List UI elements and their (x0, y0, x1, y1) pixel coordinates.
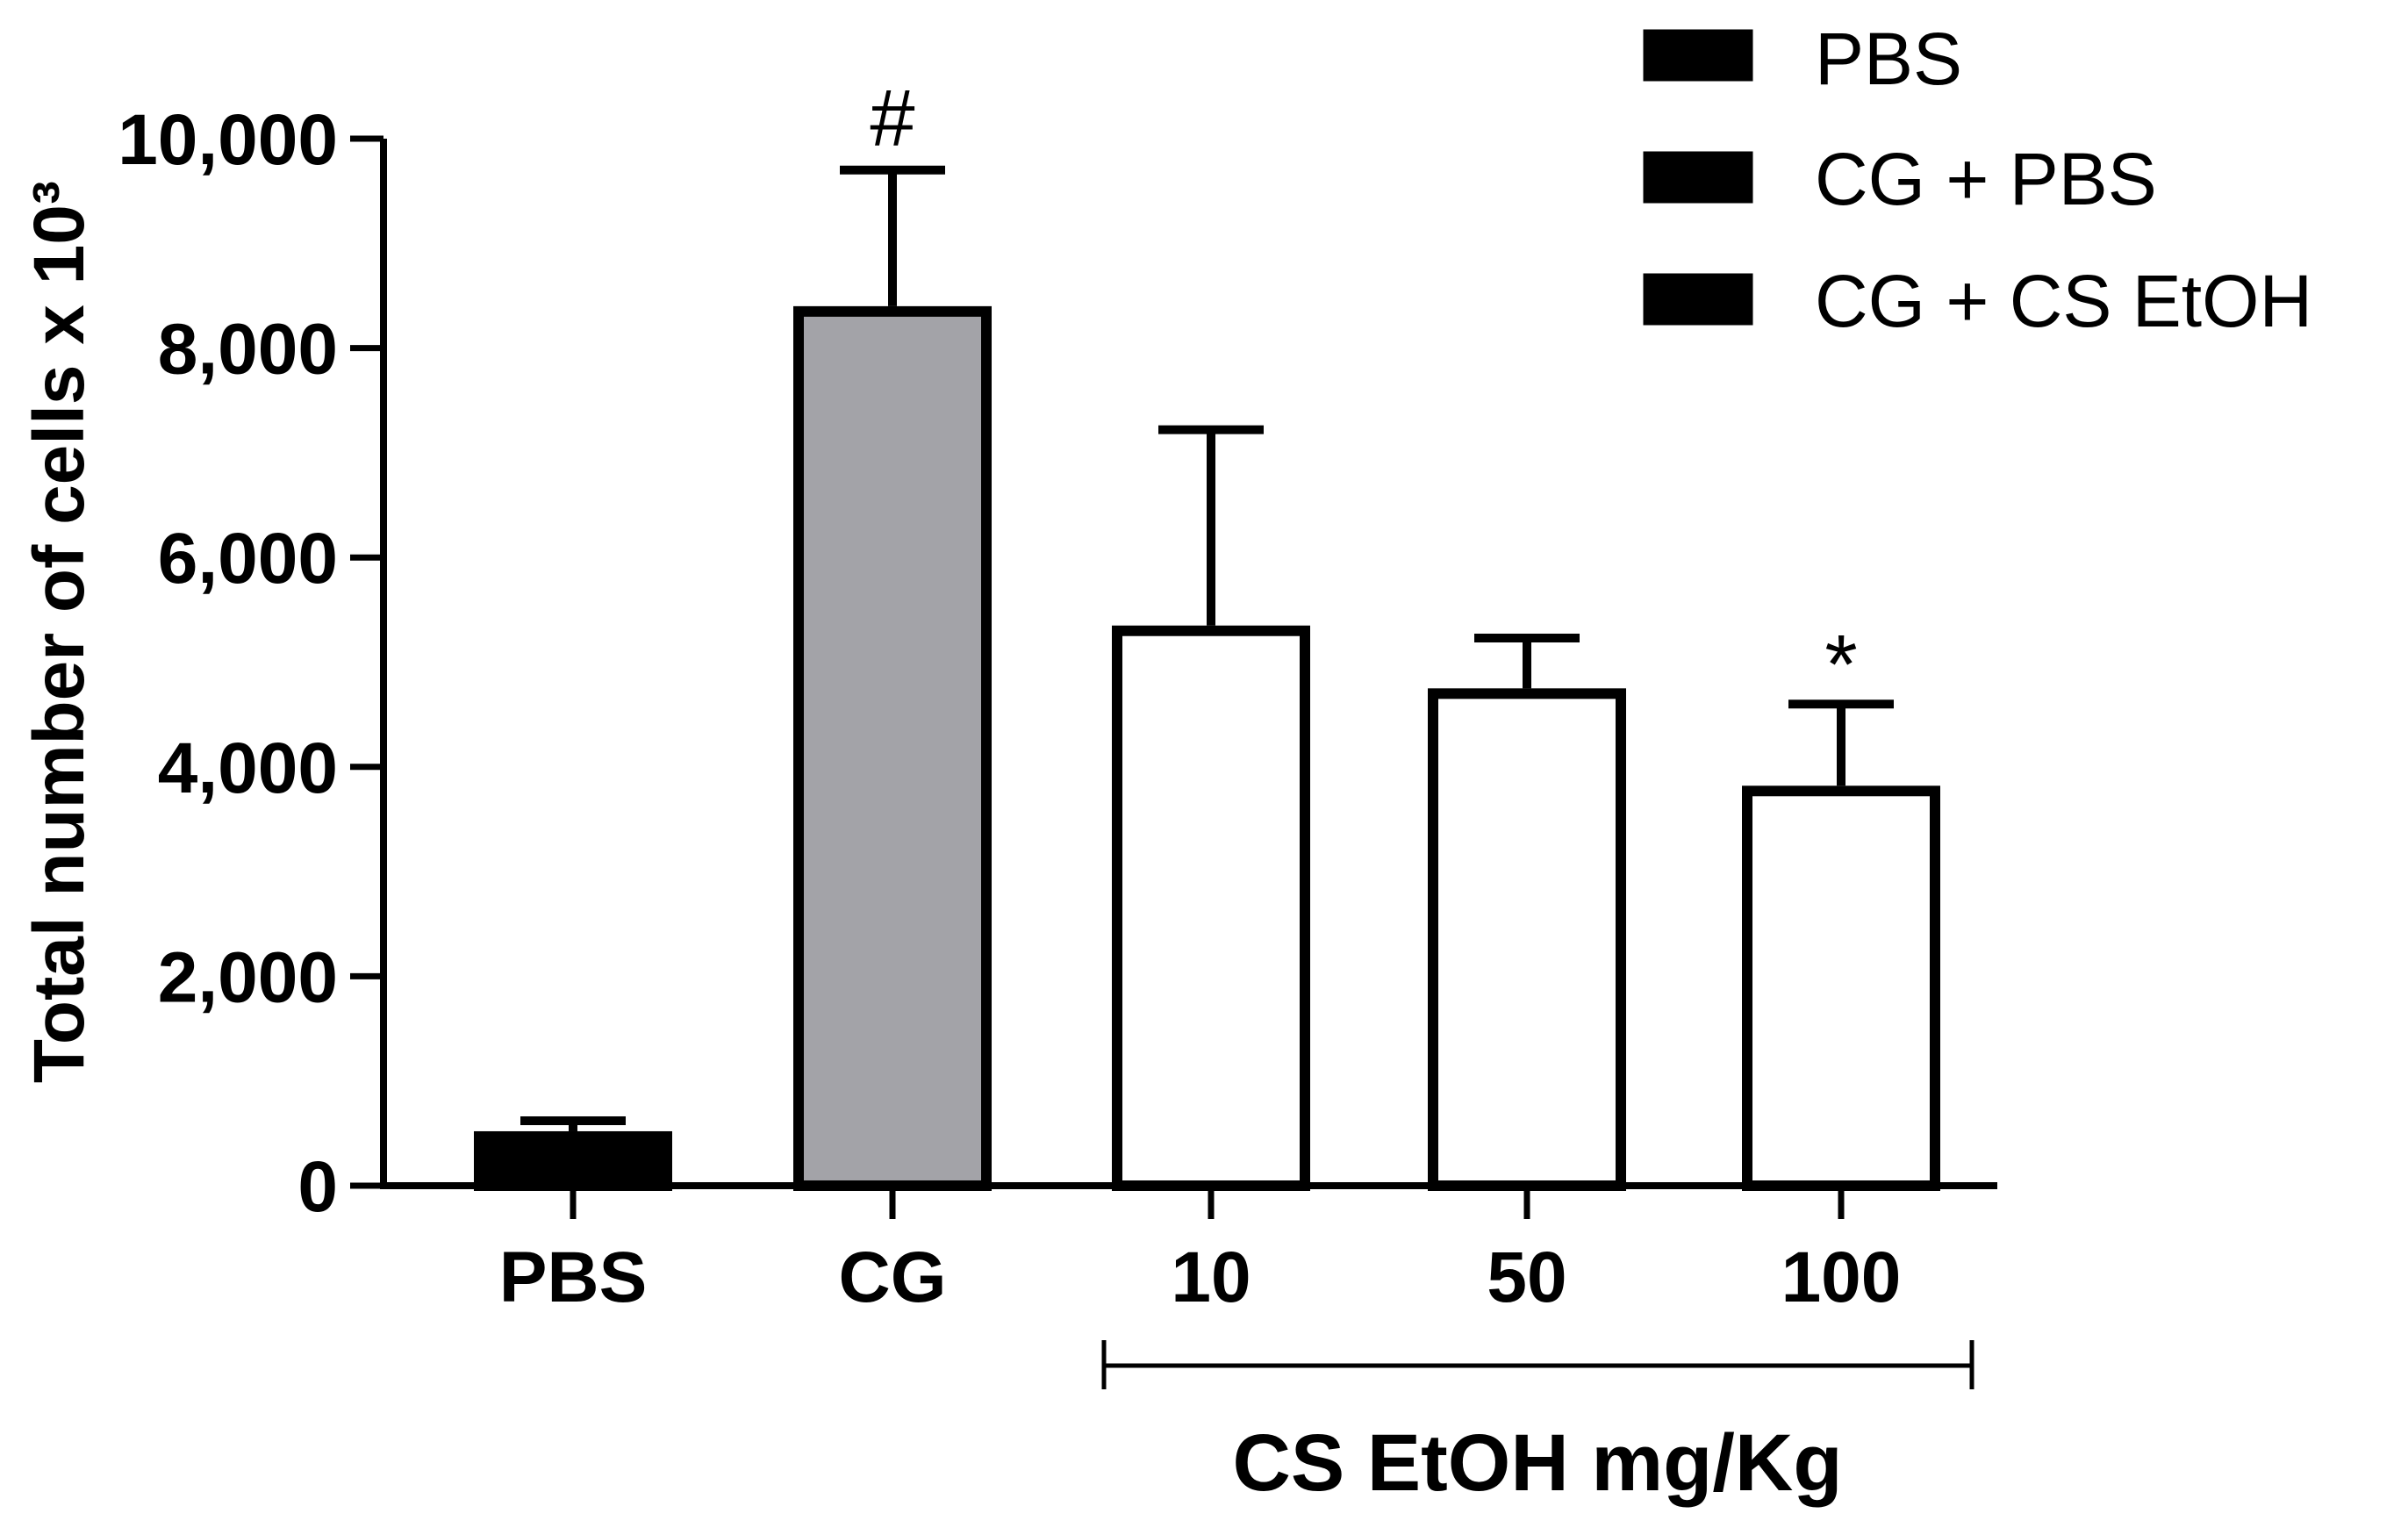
legend-label-cg-pbs: CG + PBS (1815, 138, 2157, 220)
y-tick-label: 2,000 (158, 937, 338, 1017)
x-tick-label: 10 (1171, 1237, 1251, 1317)
bar (1112, 625, 1310, 1191)
y-tick-label: 10,000 (118, 100, 338, 180)
legend-swatch-cg-cs-etoh (1643, 273, 1753, 326)
bar (1742, 785, 1940, 1191)
legend: PBS CG + PBS CG + CS EtOH (1643, 18, 2312, 342)
x-tick-label: PBS (499, 1237, 648, 1317)
y-tick-label: 6,000 (158, 519, 338, 599)
y-tick-label: 0 (297, 1147, 338, 1227)
bar (1428, 688, 1626, 1191)
x-axis: PBS CG 10 50 100 (380, 1182, 1997, 1317)
x-tick-label: CG (839, 1237, 947, 1317)
significance-marker: * (1824, 618, 1857, 712)
y-axis: 0 2,000 4,000 6,000 8,000 10,000 (118, 100, 387, 1227)
y-tick-label: 8,000 (158, 310, 338, 390)
legend-swatch-cg-pbs (1643, 151, 1753, 204)
significance-marker: # (870, 74, 914, 163)
y-axis-title: Total number of cells x 10³ (19, 181, 99, 1083)
legend-label-pbs: PBS (1815, 18, 1962, 100)
x-tick-label: 50 (1487, 1237, 1566, 1317)
bar (793, 305, 992, 1191)
x-tick-label: 100 (1781, 1237, 1902, 1317)
legend-label-cg-cs-etoh: CG + CS EtOH (1815, 260, 2312, 342)
legend-swatch-pbs (1643, 29, 1753, 82)
bars: #* (474, 74, 1940, 1191)
y-tick-label: 4,000 (158, 728, 338, 808)
group-bracket: CS EtOH mg/Kg (1101, 1340, 1974, 1508)
group-label: CS EtOH mg/Kg (1232, 1418, 1842, 1508)
bar (474, 1130, 672, 1191)
